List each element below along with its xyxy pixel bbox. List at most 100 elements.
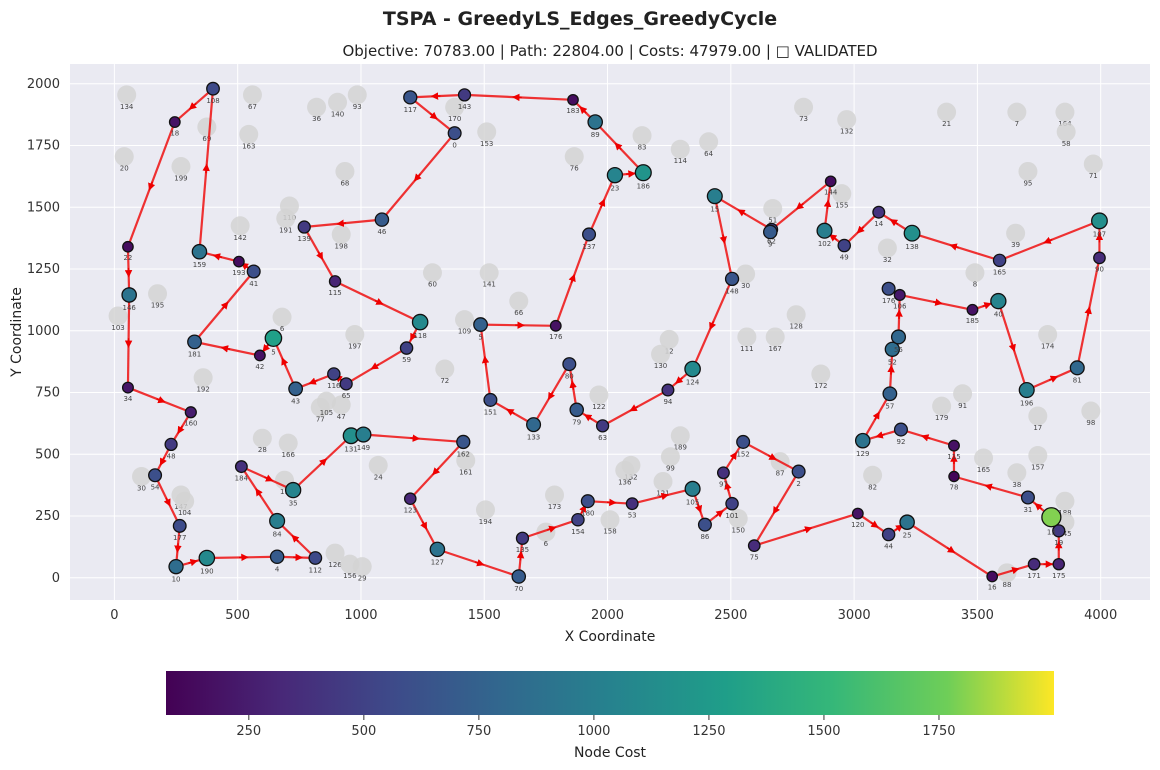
unselected-node: 192 <box>193 368 213 394</box>
node-label: 5 <box>271 348 275 356</box>
unselected-node-marker <box>737 327 757 347</box>
node-label: 139 <box>298 235 311 243</box>
node-label: 9 <box>768 241 772 249</box>
selected-node-marker <box>824 175 837 188</box>
selected-node: 97 <box>716 466 730 489</box>
selected-node-marker <box>1020 490 1035 505</box>
selected-node: 185 <box>966 303 979 325</box>
x-tick-label: 3500 <box>961 608 994 623</box>
selected-node: 115 <box>947 439 961 461</box>
selected-node-marker <box>697 517 712 532</box>
node-label: 163 <box>242 142 255 150</box>
selected-node: 89 <box>587 114 604 139</box>
selected-node: 107 <box>1091 212 1108 239</box>
selected-node-marker <box>515 531 530 545</box>
node-label: 42 <box>255 363 264 371</box>
edge-arrow <box>675 376 684 384</box>
edge-arrow <box>220 301 229 310</box>
node-label: 22 <box>123 254 132 262</box>
node-label: 103 <box>111 324 124 332</box>
unselected-node-marker <box>455 310 475 330</box>
unselected-node-marker <box>832 184 852 204</box>
node-label: 170 <box>448 115 461 123</box>
selected-node-marker <box>966 303 979 316</box>
edge-arrow <box>420 521 428 530</box>
unselected-node-marker <box>932 396 952 416</box>
unselected-node-marker <box>632 126 652 146</box>
node-label: 79 <box>572 418 581 426</box>
selected-node-marker <box>595 419 610 433</box>
node-label: 175 <box>1052 572 1065 580</box>
selected-node-marker <box>172 518 187 533</box>
edge-arrow <box>220 345 231 353</box>
node-label: 87 <box>776 470 785 478</box>
unselected-node: 76 <box>564 147 584 173</box>
selected-node: 105 <box>684 480 701 506</box>
unselected-node: 199 <box>171 157 191 183</box>
unselected-node-marker <box>837 110 857 130</box>
selected-node: 2 <box>791 464 806 488</box>
node-label: 25 <box>903 531 912 539</box>
selected-node: 151 <box>483 392 498 416</box>
node-label: 54 <box>151 484 160 492</box>
selected-node-marker <box>447 126 462 141</box>
unselected-node: 111 <box>737 327 757 353</box>
node-label: 4 <box>275 565 280 573</box>
unselected-node-marker <box>347 85 367 105</box>
node-label: 31 <box>1023 506 1032 514</box>
colorbar-tick-label: 1250 <box>692 724 725 739</box>
node-label: 80 <box>565 372 574 380</box>
unselected-node-marker <box>651 344 671 364</box>
x-tick-label: 2500 <box>714 608 747 623</box>
unselected-node: 128 <box>786 305 806 331</box>
unselected-node-marker <box>728 508 748 528</box>
node-label: 77 <box>316 415 325 423</box>
selected-node-marker <box>725 496 739 511</box>
edge-arrow <box>921 434 931 442</box>
x-tick-label: 4000 <box>1084 608 1117 623</box>
selected-node: 184 <box>235 460 249 482</box>
node-label: 75 <box>750 553 759 561</box>
edge-arrow <box>413 173 422 182</box>
node-label: 46 <box>377 228 386 236</box>
node-label: 28 <box>258 446 267 454</box>
x-tick-label: 3000 <box>838 608 871 623</box>
unselected-node: 98 <box>1081 401 1101 427</box>
selected-node-marker <box>456 434 471 450</box>
colorbar-tick-label: 250 <box>236 724 261 739</box>
unselected-node-marker <box>1038 324 1058 344</box>
selected-node-marker <box>990 292 1007 310</box>
node-label: 102 <box>818 240 831 248</box>
node-label: 152 <box>736 450 749 458</box>
node-label: 199 <box>174 175 187 183</box>
unselected-node: 157 <box>1028 446 1048 472</box>
node-label: 8 <box>973 281 977 289</box>
selected-node-marker <box>986 570 999 583</box>
selected-node-marker <box>992 253 1007 268</box>
selected-node-marker <box>339 377 353 391</box>
selected-node-marker <box>327 367 341 381</box>
selected-node: 14 <box>872 205 886 228</box>
node-label: 190 <box>200 568 213 576</box>
colorbar-tick-label: 500 <box>351 724 376 739</box>
x-tick-label: 0 <box>110 608 118 623</box>
node-label: 95 <box>1023 179 1032 187</box>
selected-node-marker <box>893 422 908 437</box>
selected-node-marker <box>724 271 740 287</box>
selected-node: 23 <box>606 166 624 193</box>
y-tick-label: 750 <box>35 386 60 401</box>
selected-node: 54 <box>148 468 163 492</box>
unselected-node: 167 <box>765 327 785 353</box>
node-label: 150 <box>732 526 745 534</box>
unselected-node: 28 <box>252 428 272 454</box>
unselected-node: 72 <box>435 359 455 385</box>
node-label: 166 <box>282 451 296 459</box>
selected-node-marker <box>328 275 342 288</box>
selected-node-marker <box>1018 381 1035 399</box>
node-label: 82 <box>868 483 877 491</box>
unselected-node-marker <box>545 485 565 505</box>
selected-node-marker <box>1052 557 1066 571</box>
node-label: 176 <box>549 333 563 341</box>
node-label: 146 <box>122 304 136 312</box>
selected-node: 135 <box>515 531 530 554</box>
